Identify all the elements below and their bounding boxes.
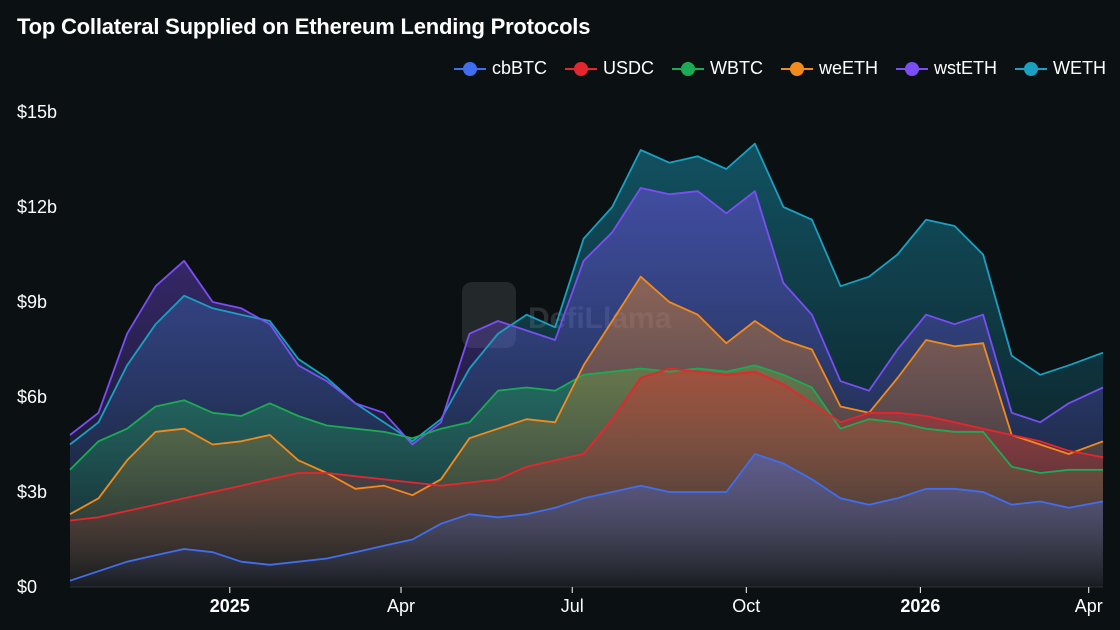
y-tick-label: $9b: [17, 292, 47, 312]
x-tick-label: Oct: [732, 596, 760, 616]
legend-label-weth: WETH: [1053, 58, 1106, 78]
legend-dot-weeth: [789, 61, 804, 76]
y-tick-label: $15b: [17, 102, 57, 122]
y-axis: $0 $3b $6b $9b $12b $15b: [17, 102, 57, 597]
series-line-cbbtc[interactable]: [69, 453, 1104, 582]
legend-label-cbbtc: cbBTC: [491, 58, 547, 78]
legend-label-usdc: USDC: [602, 58, 654, 78]
legend-label-wbtc: WBTC: [709, 58, 763, 78]
legend-swatch-usdc: [564, 61, 597, 77]
legend-swatch-cbbtc: [453, 61, 486, 77]
series-line-weth[interactable]: [69, 142, 1104, 446]
y-tick-label: $3b: [17, 482, 47, 502]
x-tick-label: Apr: [387, 596, 415, 616]
series-line-wbtc[interactable]: [69, 364, 1103, 474]
y-tick-label: $6b: [17, 387, 47, 407]
legend-swatch-weeth: [780, 61, 813, 77]
y-tick-label: $12b: [17, 197, 57, 217]
legend-dot-weth: [1024, 61, 1038, 76]
legend-item-cbbtc[interactable]: cbBTC: [453, 58, 547, 79]
legend-item-wsteth[interactable]: wstETH: [896, 58, 997, 79]
legend-swatch-wsteth: [896, 61, 928, 77]
legend-label-wsteth: wstETH: [934, 58, 997, 78]
chart-title: Top Collateral Supplied on Ethereum Lend…: [17, 14, 591, 39]
series-line-usdc[interactable]: [69, 367, 1104, 522]
legend-item-usdc[interactable]: USDC: [564, 58, 654, 79]
x-tick-label: 2026: [900, 596, 940, 616]
legend-dot-usdc: [573, 61, 588, 76]
chart-legend: cbBTC USDC WBTC weETH wstETH WETH: [453, 58, 1106, 79]
series-line-weeth[interactable]: [69, 275, 1104, 515]
legend-dot-wsteth: [905, 61, 919, 76]
area-fills: [70, 143, 1103, 587]
legend-item-weeth[interactable]: weETH: [780, 58, 878, 79]
series-lines: [69, 142, 1104, 582]
legend-item-weth[interactable]: WETH: [1015, 58, 1106, 79]
legend-label-weeth: weETH: [818, 58, 878, 78]
legend-dot-cbbtc: [462, 61, 477, 76]
y-tick-label: $0: [17, 577, 37, 597]
x-tick-label: Jul: [561, 596, 584, 616]
legend-dot-wbtc: [680, 61, 695, 76]
legend-swatch-weth: [1015, 61, 1047, 77]
x-tick-label: 2025: [210, 596, 250, 616]
legend-item-wbtc[interactable]: WBTC: [671, 58, 763, 79]
legend-swatch-wbtc: [671, 61, 704, 77]
series-line-wsteth[interactable]: [69, 187, 1104, 446]
area-cbbtc: [70, 454, 1103, 587]
x-axis: 2025 Apr Jul Oct 2026 Apr: [210, 587, 1103, 616]
x-tick-label: Apr: [1075, 596, 1103, 616]
